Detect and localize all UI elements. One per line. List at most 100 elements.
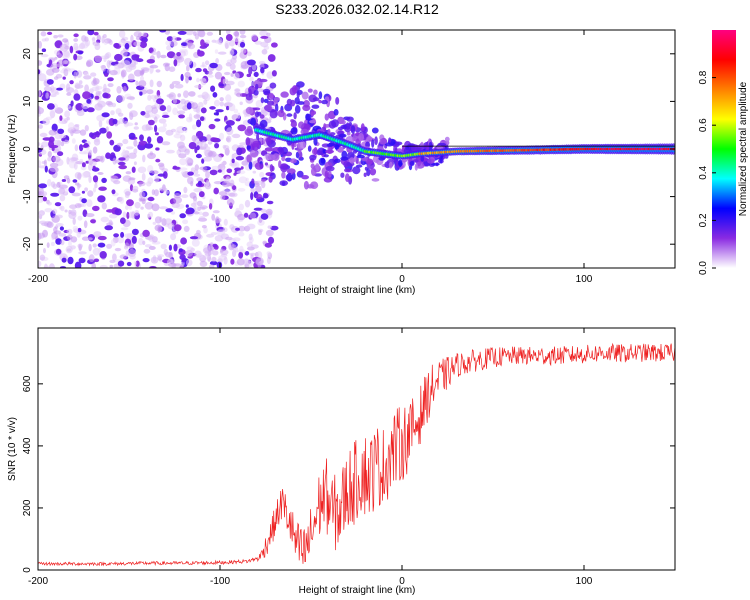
spectrogram-transition-blob	[294, 104, 301, 114]
spectrogram-noise-blob	[183, 126, 188, 133]
spectrogram-transition-blob	[346, 131, 351, 136]
spectrogram-noise-blob	[265, 208, 273, 216]
spectrogram-noise-blob	[193, 211, 200, 215]
spectrogram-noise-blob	[196, 30, 205, 37]
spectrogram-noise-blob	[205, 179, 210, 187]
spectrogram-noise-blob	[75, 103, 84, 111]
spectrogram-noise-blob	[92, 132, 102, 136]
spectrogram-noise-blob	[61, 137, 65, 142]
spectrogram-transition-blob	[360, 123, 365, 132]
spectrogram-noise-blob	[225, 30, 231, 35]
spectrogram-noise-blob	[236, 258, 245, 266]
spectrogram-noise-blob	[147, 234, 155, 242]
spectrogram-noise-blob	[100, 155, 105, 163]
spectrogram-noise-blob	[55, 238, 62, 245]
spectrogram-noise-blob	[173, 243, 178, 252]
spectrogram-noise-blob	[38, 40, 42, 49]
spectrogram-noise-blob	[41, 141, 49, 148]
spectrogram-noise-blob	[91, 262, 96, 268]
spectrogram-transition-blob	[281, 156, 286, 162]
spectrogram-transition-blob	[286, 168, 296, 175]
spectrogram-transition-blob	[341, 120, 346, 125]
spectrogram-noise-blob	[140, 75, 144, 82]
spectrogram-noise-blob	[63, 68, 69, 77]
spectrogram-noise-blob	[97, 242, 106, 248]
spectrogram-noise-blob	[73, 42, 79, 51]
spectrogram-noise-blob	[240, 166, 244, 170]
spectrogram-noise-blob	[46, 221, 54, 228]
spectrogram-noise-blob	[125, 250, 129, 258]
spectrogram-transition-blob	[398, 162, 403, 166]
spectrogram-noise-blob	[223, 83, 232, 91]
spectrogram-noise-blob	[48, 129, 57, 136]
spectrogram-noise-blob	[115, 61, 119, 65]
spectrogram-noise-blob	[237, 124, 247, 132]
spectrogram-noise-blob	[111, 189, 116, 195]
spectrogram-noise-blob	[193, 188, 203, 193]
spectrogram-noise-blob	[147, 136, 152, 144]
spectrogram-noise-blob	[203, 99, 208, 105]
spectrogram-noise-blob	[191, 102, 198, 110]
spectrogram-transition-blob	[279, 147, 285, 155]
spectrogram-transition-blob	[363, 172, 367, 177]
spectrogram-noise-blob	[195, 153, 202, 159]
spectrogram-noise-blob	[67, 256, 74, 265]
spectrogram-noise-blob	[133, 148, 138, 155]
spectrogram-noise-blob	[106, 209, 115, 213]
spectrogram-noise-blob	[200, 39, 205, 47]
spectrogram-noise-blob	[53, 35, 58, 39]
spectrogram-noise-blob	[92, 243, 97, 248]
spectrogram-noise-blob	[172, 55, 182, 60]
spectrogram-noise-blob	[236, 147, 243, 156]
spectrogram-noise-blob	[205, 171, 210, 179]
spectrogram-noise-blob	[86, 237, 93, 241]
figure-title: S233.2026.032.02.14.R12	[275, 1, 439, 17]
spectrogram-noise-blob	[69, 45, 74, 54]
spectrogram-noise-blob	[119, 30, 126, 38]
spectrogram-noise-blob	[117, 236, 125, 244]
spectrogram-noise-blob	[218, 132, 225, 140]
spectrogram-noise-blob	[166, 94, 174, 98]
spectrogram-noise-blob	[109, 264, 114, 268]
spectrogram-noise-blob	[154, 216, 162, 224]
spectrogram-noise-blob	[149, 67, 153, 75]
spectrogram-noise-blob	[150, 256, 159, 264]
spectrogram-noise-blob	[165, 40, 172, 46]
spectrogram-noise-blob	[147, 177, 154, 185]
spectrogram-noise-blob	[97, 90, 102, 95]
spectrogram-noise-blob	[164, 63, 170, 72]
spectrogram-noise-blob	[224, 40, 230, 49]
spectrogram-noise-blob	[50, 94, 57, 98]
spectrogram-transition-blob	[306, 184, 315, 189]
spectrogram-noise-blob	[108, 219, 113, 225]
spectrogram-noise-blob	[211, 250, 219, 256]
spectrogram-noise-blob	[139, 134, 144, 142]
spectrogram-noise-blob	[97, 235, 107, 241]
spectrogram-transition-blob	[366, 168, 371, 177]
spectrogram-noise-blob	[199, 205, 208, 210]
spectrogram-noise-blob	[120, 151, 128, 158]
spectrogram-noise-blob	[185, 250, 193, 257]
spectrogram-noise-blob	[170, 128, 177, 133]
spectrogram-noise-blob	[239, 245, 244, 253]
spectrogram-transition-blob	[291, 85, 298, 94]
spectrogram-noise-blob	[97, 100, 106, 108]
spectrogram-noise-blob	[209, 62, 218, 69]
spectrogram-noise-blob	[200, 140, 207, 149]
spectrogram-transition-blob	[388, 137, 392, 143]
spectrogram-noise-blob	[43, 265, 50, 268]
snr-y-label: SNR (10 * v/v)	[7, 417, 18, 481]
spectrogram-noise-blob	[56, 87, 63, 91]
spectrogram-noise-blob	[51, 67, 60, 73]
spectrogram-noise-blob	[213, 137, 218, 143]
spectrogram-noise-blob	[54, 56, 58, 60]
spectrogram-noise-blob	[125, 171, 132, 175]
spectrogram-noise-blob	[38, 124, 43, 129]
spectrogram-noise-blob	[91, 86, 100, 92]
spectrogram-noise-blob	[93, 258, 100, 263]
spectrogram-noise-blob	[112, 157, 117, 165]
spectrogram-noise-blob	[234, 88, 241, 92]
spectrogram-noise-blob	[84, 84, 89, 93]
spectrogram-noise-blob	[81, 198, 87, 204]
spectrogram-noise-blob	[78, 251, 87, 255]
